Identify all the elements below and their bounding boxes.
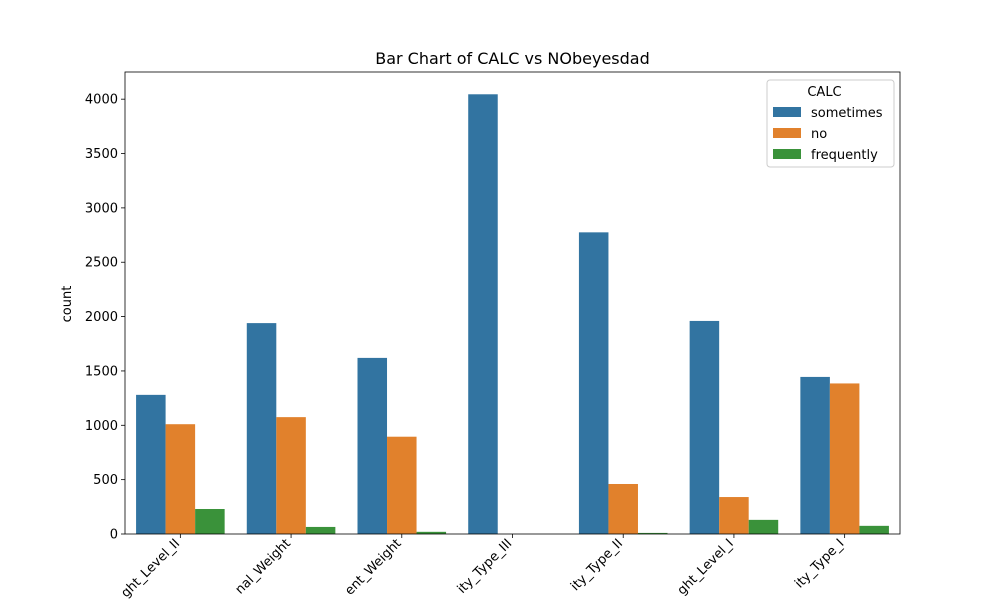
x-tick-label: ght_Level_II — [118, 536, 183, 600]
y-tick-label: 3000 — [85, 201, 118, 216]
legend-title: CALC — [807, 85, 841, 100]
bar-no-2 — [387, 436, 417, 534]
bar-sometimes-2 — [357, 357, 388, 534]
bar-sometimes-5 — [689, 320, 720, 534]
bar-frequently-5 — [748, 519, 779, 534]
y-tick-label: 2500 — [85, 256, 118, 271]
legend-swatch-no — [773, 128, 801, 138]
legend: CALC sometimes no frequently — [766, 79, 895, 168]
y-tick-label: 1500 — [85, 364, 118, 379]
legend-label-sometimes: sometimes — [811, 106, 883, 121]
y-tick-label: 4000 — [85, 93, 118, 108]
y-tick-label: 1000 — [85, 419, 118, 434]
bar-frequently-6 — [859, 525, 889, 534]
legend-swatch-frequently — [773, 149, 801, 159]
bar-sometimes-1 — [246, 323, 277, 534]
y-tick-label: 500 — [93, 473, 118, 488]
y-tick-label: 0 — [110, 528, 118, 543]
x-tick-label: ity_Type_II — [568, 536, 626, 594]
bar-sometimes-0 — [136, 394, 166, 534]
bar-no-0 — [165, 424, 196, 534]
x-tick-label: ity_Type_III — [455, 536, 516, 597]
legend-box — [766, 79, 895, 168]
bar-no-6 — [829, 383, 860, 534]
bar-sometimes-4 — [578, 232, 609, 534]
bar-frequently-0 — [195, 508, 225, 534]
y-tick-label: 3500 — [85, 147, 118, 162]
bar-frequently-1 — [305, 526, 336, 534]
bar-frequently-2 — [416, 531, 447, 534]
bar-no-4 — [608, 483, 638, 534]
bar-sometimes-3 — [468, 94, 498, 535]
bar-frequently-4 — [637, 532, 668, 534]
x-tick-label: nal_Weight — [233, 536, 294, 597]
bar-no-5 — [719, 497, 749, 534]
legend-label-no: no — [811, 127, 827, 142]
bars-layer — [136, 94, 889, 535]
chart-title: Bar Chart of CALC vs NObeyesdad — [375, 49, 650, 68]
x-tick-label: ent_Weight — [342, 536, 404, 598]
legend-label-frequently: frequently — [811, 148, 878, 163]
y-axis-label: count — [60, 286, 75, 323]
x-tick-label: ity_Type_I — [792, 536, 847, 591]
y-tick-label: 2000 — [85, 310, 118, 325]
legend-swatch-sometimes — [773, 107, 801, 117]
bar-sometimes-6 — [800, 376, 830, 534]
bar-no-1 — [276, 417, 306, 534]
x-tick-label: ght_Level_I — [675, 536, 737, 598]
